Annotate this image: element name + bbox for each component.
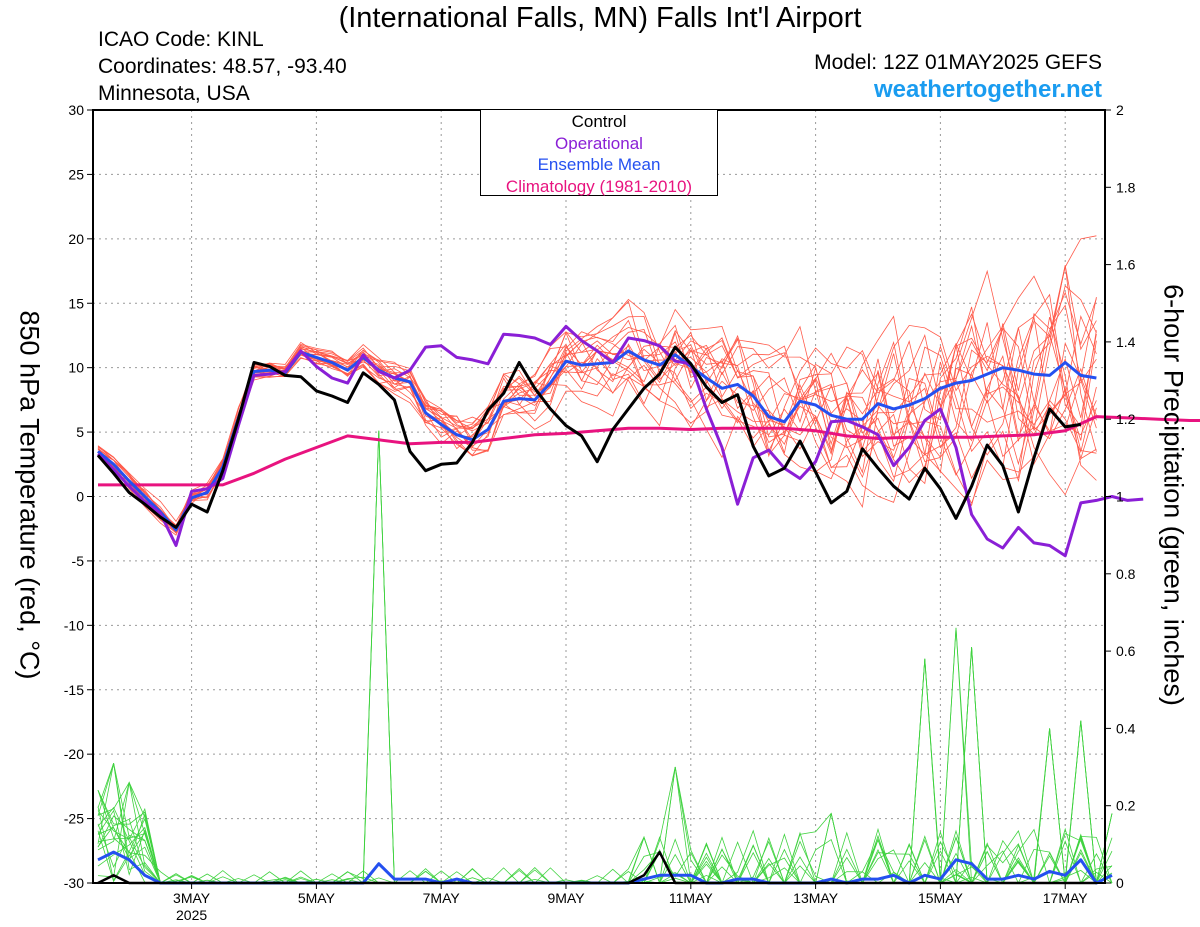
- member-temp-line: [97, 293, 1097, 534]
- ensemble-mean-line: [97, 349, 1097, 532]
- x-tick-label: 3MAY: [173, 890, 211, 906]
- y-tick-label-right: 1.4: [1116, 334, 1136, 350]
- y-tick-label-left: 5: [76, 424, 84, 440]
- y-tick-label-right: 0: [1116, 875, 1124, 891]
- site-link[interactable]: weathertogether.net: [873, 76, 1102, 103]
- x-tick-label: 13MAY: [793, 890, 839, 906]
- x-tick-label: 7MAY: [423, 890, 461, 906]
- y-tick-label-right: 0.4: [1116, 720, 1136, 736]
- y-axis-label-right: 6-hour Precipitation (green, inches): [1158, 284, 1189, 706]
- y-tick-label-left: -30: [64, 875, 84, 891]
- y-tick-label-left: -5: [72, 553, 85, 569]
- x-tick-sublabel: 2025: [176, 907, 207, 923]
- operational-line: [96, 324, 1144, 558]
- precip-ensemble-mean-line: [97, 850, 1113, 885]
- control-line: [96, 345, 1082, 529]
- x-tick-label: 9MAY: [547, 890, 585, 906]
- y-tick-label-left: -25: [64, 811, 84, 827]
- chart-title: (International Falls, MN) Falls Int'l Ai…: [0, 2, 1200, 35]
- icao-code: ICAO Code: KINL: [98, 28, 264, 51]
- member-temp-line: [97, 315, 1097, 526]
- x-tick-label: 15MAY: [918, 890, 964, 906]
- y-axis-label-left: 850 hPa Temperature (red, °C): [14, 310, 45, 680]
- member-temp-line: [97, 269, 1097, 532]
- y-tick-label-left: 10: [68, 360, 84, 376]
- y-tick-label-left: -15: [64, 682, 84, 698]
- member-precip-line: [97, 430, 1112, 884]
- model-run: Model: 12Z 01MAY2025 GEFS: [814, 51, 1102, 74]
- y-tick-label-right: 1.8: [1116, 179, 1136, 195]
- y-tick-label-left: 0: [76, 489, 84, 505]
- y-tick-label-left: 20: [68, 231, 84, 247]
- coordinates: Coordinates: 48.57, -93.40: [98, 55, 347, 78]
- member-temp-line: [97, 275, 1097, 534]
- grid-lines: [93, 110, 1105, 883]
- climatology-line: [98, 415, 1200, 487]
- x-tick-label: 11MAY: [669, 890, 713, 906]
- main-series-lines: [96, 324, 1200, 885]
- chart-legend: Control Operational Ensemble Mean Climat…: [480, 109, 718, 196]
- legend-climatology: Climatology (1981-2010): [505, 176, 693, 196]
- axes-ticks: 302520151050-5-10-15-20-25-3021.81.61.41…: [64, 102, 1136, 923]
- member-temp-line: [97, 308, 1097, 527]
- legend-control: Control: [571, 112, 627, 131]
- y-tick-label-left: 15: [68, 295, 84, 311]
- y-tick-label-right: 1.6: [1116, 257, 1136, 273]
- member-temp-line: [97, 297, 1097, 532]
- member-precip-line: [97, 430, 1113, 884]
- member-precip-line: [97, 830, 1112, 884]
- x-tick-label: 5MAY: [298, 890, 336, 906]
- chart-title-text: (International Falls, MN) Falls Int'l Ai…: [338, 2, 862, 34]
- y-tick-label-right: 0.6: [1116, 643, 1136, 659]
- y-tick-label-left: 25: [68, 166, 84, 182]
- y-tick-label-right: 0.8: [1116, 566, 1136, 582]
- y-tick-label-right: 1: [1116, 489, 1124, 505]
- member-precipitation-lines: [97, 430, 1113, 885]
- y-tick-label-right: 2: [1116, 102, 1124, 118]
- y-tick-label-right: 1.2: [1116, 411, 1136, 427]
- x-tick-label: 17MAY: [1043, 890, 1089, 906]
- y-tick-label-right: 0.2: [1116, 798, 1136, 814]
- y-tick-label-left: -20: [64, 746, 84, 762]
- y-tick-label-left: -10: [64, 617, 84, 633]
- member-precip-line: [97, 826, 1112, 885]
- legend-operational: Operational: [555, 133, 643, 153]
- region-label: Minnesota, USA: [98, 82, 250, 105]
- member-temp-line: [97, 291, 1097, 527]
- member-precip-line: [97, 430, 1113, 885]
- legend-ensemble-mean: Ensemble Mean: [537, 155, 661, 174]
- y-tick-label-left: 30: [68, 102, 84, 118]
